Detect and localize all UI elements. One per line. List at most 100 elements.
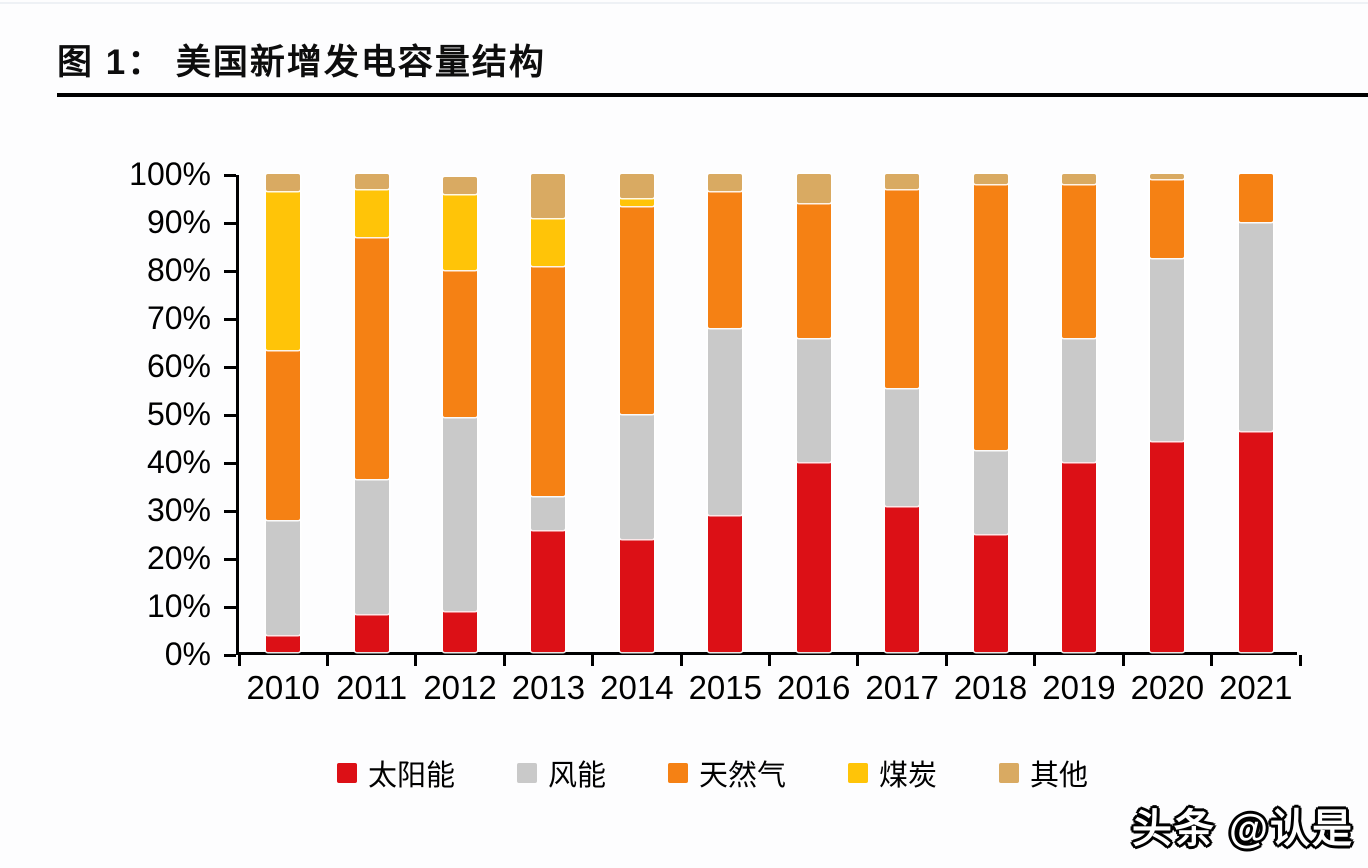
y-axis-tick	[224, 557, 236, 561]
x-axis-tick	[591, 655, 595, 666]
bar-segment-风能	[531, 496, 566, 530]
bar-segment-风能	[619, 414, 654, 540]
y-axis-tick	[224, 509, 236, 513]
x-axis-label: 2018	[953, 669, 1028, 706]
stacked-bar-2014	[619, 172, 654, 652]
bar-segment-煤炭	[619, 198, 654, 206]
x-axis-label: 2020	[1130, 669, 1205, 706]
stacked-bar-2012	[443, 172, 478, 652]
bar-segment-天然气	[885, 188, 920, 388]
x-axis-label: 2010	[246, 669, 320, 706]
x-axis-label: 2017	[865, 669, 939, 706]
y-axis-label: 40%	[146, 444, 211, 480]
x-axis-label: 2015	[688, 669, 762, 706]
y-axis-label: 10%	[146, 588, 211, 624]
y-axis-tick	[224, 317, 236, 321]
x-axis-tick	[325, 655, 329, 666]
legend-item-风能: 风能	[516, 752, 606, 794]
chart-legend: 太阳能 风能 天然气 煤炭 其他	[57, 752, 1368, 794]
y-axis-tick	[224, 605, 236, 609]
bar-segment-太阳能	[531, 529, 566, 652]
stacked-bar-2013	[531, 172, 566, 652]
stacked-bar-2020	[1150, 172, 1185, 652]
bar-segment-风能	[354, 479, 389, 614]
bar-segment-天然气	[266, 349, 301, 520]
bar-segment-风能	[443, 416, 478, 612]
bar-segment-天然气	[1061, 184, 1096, 338]
bar-segment-太阳能	[708, 515, 743, 652]
bar-segment-太阳能	[796, 462, 831, 652]
bar-segment-其他	[1061, 174, 1096, 184]
bar-segment-天然气	[708, 191, 743, 328]
bar-segment-其他	[708, 174, 743, 192]
legend-swatch-icon	[999, 763, 1020, 783]
bar-segment-其他	[973, 174, 1008, 184]
legend-swatch-icon	[516, 763, 537, 783]
legend-label: 太阳能	[367, 760, 455, 792]
x-axis-tick	[679, 655, 683, 666]
y-axis-label: 70%	[146, 300, 211, 336]
stacked-bar-2010	[266, 172, 301, 652]
bar-segment-其他	[531, 174, 566, 218]
stacked-bar-2011	[354, 172, 389, 652]
legend-label: 其他	[1030, 760, 1089, 792]
bar-segment-天然气	[443, 270, 478, 417]
bar-segment-天然气	[796, 203, 831, 338]
bar-segment-其他	[796, 174, 831, 204]
bar-segment-风能	[708, 328, 743, 516]
title-underline	[57, 93, 1368, 97]
y-axis-tick	[224, 413, 236, 417]
x-axis-tick	[1210, 655, 1214, 666]
y-axis-tick	[224, 173, 236, 177]
legend-label: 风能	[547, 760, 606, 792]
bar-segment-煤炭	[266, 191, 301, 350]
y-axis-label: 100%	[129, 156, 211, 192]
legend-label: 天然气	[698, 760, 786, 792]
bar-segment-风能	[973, 450, 1008, 535]
x-axis-label: 2013	[511, 669, 586, 706]
bar-segment-其他	[619, 174, 654, 199]
y-axis-tick	[224, 653, 236, 657]
stacked-bar-2021	[1238, 172, 1273, 652]
watermark: 头条 @认是	[1131, 807, 1354, 851]
x-axis-label: 2019	[1042, 669, 1116, 706]
y-axis-label: 80%	[146, 252, 211, 288]
legend-swatch-icon	[336, 763, 357, 783]
x-axis-tick	[1298, 655, 1302, 666]
bar-segment-风能	[1238, 222, 1273, 432]
page-top-divider	[0, 2, 1368, 4]
legend-swatch-icon	[667, 763, 688, 783]
x-axis-tick	[768, 655, 771, 666]
bar-segment-煤炭	[354, 188, 389, 237]
x-axis-label: 2012	[423, 669, 497, 706]
x-axis-tick	[502, 655, 506, 666]
legend-swatch-icon	[848, 763, 868, 783]
y-axis-label: 60%	[146, 348, 211, 384]
bar-segment-煤炭	[443, 193, 478, 271]
x-axis-label: 2011	[336, 669, 408, 706]
legend-item-天然气: 天然气	[667, 752, 786, 794]
bar-segment-太阳能	[973, 534, 1008, 652]
y-axis-label: 30%	[146, 492, 211, 528]
bar-segment-天然气	[973, 184, 1008, 451]
legend-item-太阳能: 太阳能	[336, 752, 455, 794]
bar-segment-太阳能	[885, 505, 920, 652]
bar-segment-太阳能	[1061, 462, 1096, 652]
stacked-bar-2015	[708, 172, 743, 652]
stacked-bar-2019	[1061, 172, 1096, 652]
bar-segment-其他	[354, 174, 389, 189]
figure-title: 图 1： 美国新增发电容量结构	[57, 43, 546, 82]
bar-segment-太阳能	[266, 635, 301, 652]
bar-segment-其他	[443, 176, 478, 194]
legend-item-其他: 其他	[999, 752, 1088, 794]
y-axis-label: 90%	[146, 204, 211, 240]
bar-segment-风能	[885, 388, 920, 506]
bar-segment-天然气	[1238, 174, 1273, 223]
bar-segment-风能	[266, 520, 301, 636]
bar-segment-天然气	[619, 205, 654, 415]
y-axis-label: 0%	[164, 636, 211, 672]
bar-segment-天然气	[1150, 179, 1185, 259]
y-axis-tick	[224, 221, 236, 225]
x-axis-label: 2014	[600, 669, 674, 706]
bar-segment-其他	[1150, 174, 1185, 180]
